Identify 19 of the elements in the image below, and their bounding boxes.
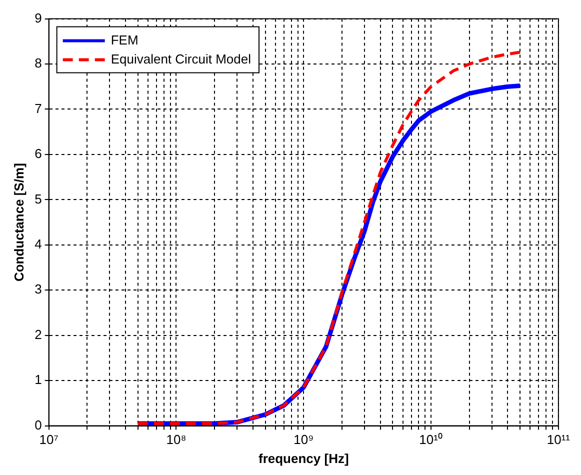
y-tick-label: 6 xyxy=(34,146,42,162)
y-tick-label: 1 xyxy=(34,372,42,388)
x-tick-label: 10¹¹ xyxy=(546,432,571,448)
y-tick-label: 2 xyxy=(34,326,42,342)
x-tick-label: 10¹⁰ xyxy=(419,432,443,448)
y-tick-label: 8 xyxy=(34,56,42,71)
x-axis-title: frequency [Hz] xyxy=(258,450,349,466)
y-tick-label: 5 xyxy=(34,191,42,206)
x-tick-label: 10⁷ xyxy=(39,432,59,448)
x-tick-label: 10⁹ xyxy=(294,432,314,448)
y-tick-label: 9 xyxy=(34,10,42,26)
y-tick-label: 7 xyxy=(34,100,42,116)
y-tick-label: 4 xyxy=(34,236,42,252)
y-tick-label: 0 xyxy=(34,417,42,432)
x-tick-label: 10⁸ xyxy=(166,432,186,448)
y-axis-title: Conductance [S/m] xyxy=(11,163,26,282)
legend-label: Equivalent Circuit Model xyxy=(110,51,252,66)
y-tick-label: 3 xyxy=(34,282,42,297)
legend-label: FEM xyxy=(110,32,138,48)
